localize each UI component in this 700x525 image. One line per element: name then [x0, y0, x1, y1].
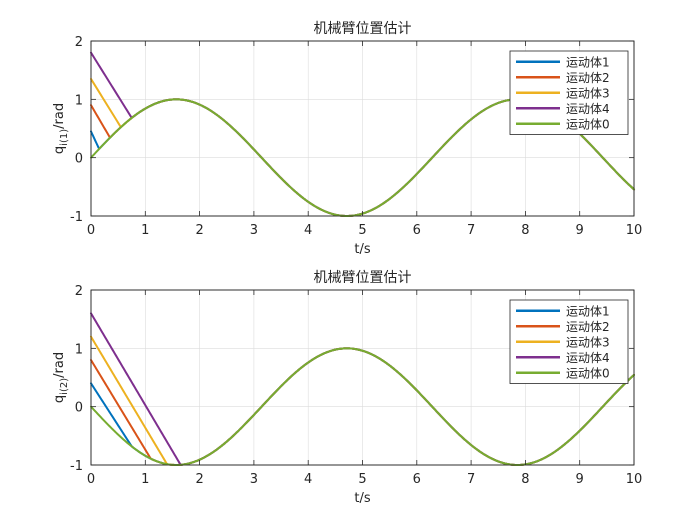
legend-entry-label: 运动体3 [566, 86, 610, 100]
y-axis-label: qi(1)/rad [52, 103, 70, 154]
x-tick-label: 6 [413, 223, 421, 238]
x-tick-label: 7 [467, 472, 475, 487]
x-tick-label: 0 [87, 223, 95, 238]
y-tick-label: 0 [75, 401, 83, 416]
x-tick-label: 5 [358, 223, 366, 238]
x-tick-label: 0 [87, 472, 95, 487]
x-tick-label: 1 [141, 472, 149, 487]
x-tick-label: 3 [250, 472, 258, 487]
y-tick-label: -1 [70, 210, 83, 225]
y-tick-label: 2 [75, 284, 83, 299]
legend-entry-label: 运动体0 [566, 117, 610, 131]
y-tick-label: 0 [75, 152, 83, 167]
legend-entry-label: 运动体3 [566, 335, 610, 349]
x-axis-label: t/s [354, 491, 370, 506]
x-tick-label: 7 [467, 223, 475, 238]
x-tick-label: 10 [626, 472, 643, 487]
x-tick-label: 4 [304, 472, 312, 487]
x-axis-label: t/s [354, 242, 370, 257]
x-tick-label: 1 [141, 223, 149, 238]
x-tick-label: 4 [304, 223, 312, 238]
legend-entry-label: 运动体4 [566, 102, 610, 116]
x-tick-label: 2 [195, 472, 203, 487]
x-tick-label: 10 [626, 223, 643, 238]
x-tick-label: 5 [358, 472, 366, 487]
x-tick-label: 8 [521, 223, 529, 238]
x-tick-label: 6 [413, 472, 421, 487]
chart-title: 机械臂位置估计 [314, 270, 412, 286]
y-tick-label: 2 [75, 35, 83, 50]
legend-entry-label: 运动体2 [566, 71, 610, 85]
chart-1: 0 1 2 3 4 5 6 7 8 9 10 -1 0 1 2 机械臂位置估计 t/s qi(1)/rad 运动体1… [52, 21, 642, 257]
legend-entry-label: 运动体4 [566, 351, 610, 365]
x-tick-label: 2 [195, 223, 203, 238]
x-tick-label: 8 [521, 472, 529, 487]
legend-entry-label: 运动体1 [566, 55, 610, 69]
legend-entry-label: 运动体1 [566, 304, 610, 318]
y-axis-label: qi(2)/rad [52, 352, 70, 403]
x-tick-label: 9 [576, 223, 584, 238]
chart-title: 机械臂位置估计 [314, 21, 412, 37]
x-tick-label: 3 [250, 223, 258, 238]
legend-entry-label: 运动体0 [566, 366, 610, 380]
y-tick-label: -1 [70, 459, 83, 474]
y-tick-label: 1 [75, 93, 83, 108]
legend-entry-label: 运动体2 [566, 320, 610, 334]
x-tick-label: 9 [576, 472, 584, 487]
chart-2: 0 1 2 3 4 5 6 7 8 9 10 -1 0 1 2 机械臂位置估计 t/s qi(2)/rad 运动体1… [52, 270, 642, 506]
y-tick-label: 1 [75, 342, 83, 357]
